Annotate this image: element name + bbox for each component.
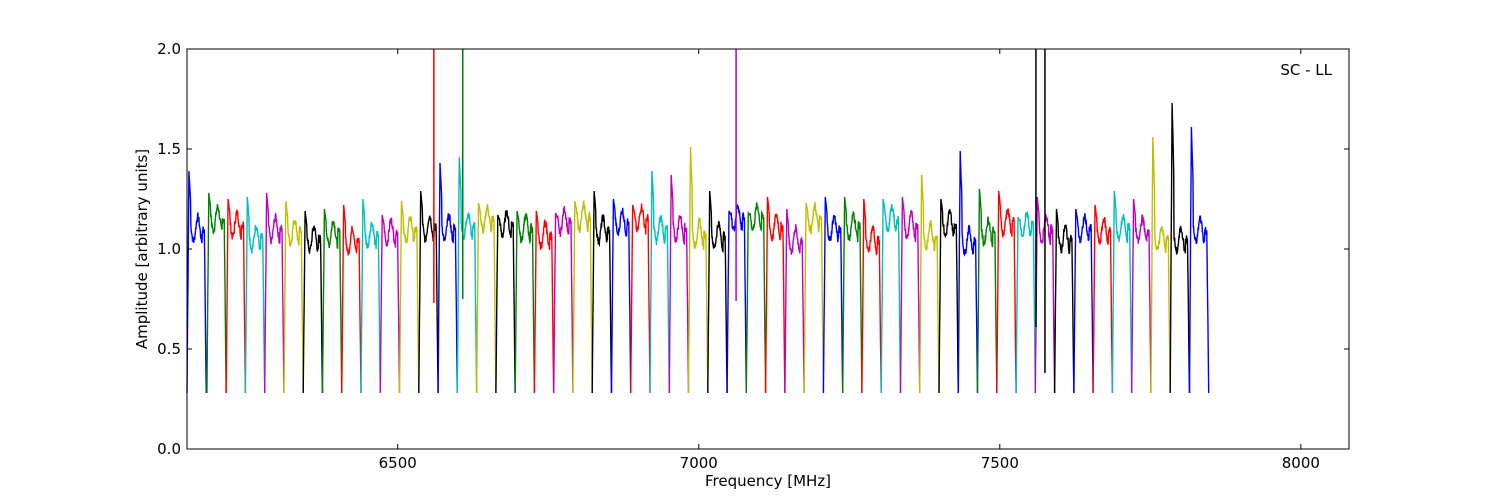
channel-line-10: [360, 198, 381, 394]
channel-line-34: [822, 196, 844, 394]
channel-line-49: [1111, 190, 1133, 394]
channel-line-51: [1150, 136, 1171, 394]
y-tick-label: 1.5: [157, 140, 181, 158]
channel-line-14: [437, 162, 458, 394]
channel-line-4: [244, 196, 266, 394]
channel-line-7: [302, 210, 324, 394]
x-axis-label: Frequency [MHz]: [705, 472, 831, 490]
channel-line-6: [283, 200, 304, 394]
channel-line-11: [379, 214, 401, 394]
channel-line-26: [668, 174, 690, 394]
channel-line-37: [880, 198, 902, 394]
channel-line-2: [206, 192, 227, 394]
channel-line-53: [1188, 126, 1210, 394]
channel-line-28: [707, 190, 728, 394]
y-tick-label: 1.0: [157, 240, 181, 258]
channel-line-19: [533, 210, 555, 394]
channel-line-13: [418, 190, 439, 394]
channel-line-15: [456, 156, 478, 394]
channel-line-35: [842, 196, 863, 394]
y-tick-label: 2.0: [157, 40, 181, 58]
channel-line-52: [1169, 102, 1191, 394]
y-tick-label: 0.0: [157, 440, 181, 458]
channel-series-layer: [186, 102, 1210, 394]
channel-line-20: [553, 206, 574, 394]
channel-line-24: [630, 203, 651, 394]
channel-line-42: [976, 188, 998, 394]
channel-line-38: [899, 196, 921, 394]
channel-line-27: [687, 146, 709, 394]
x-axis-ticks: 6500 7000 7500 8000: [379, 49, 1320, 472]
channel-line-46: [1053, 208, 1075, 394]
channel-line-23: [610, 198, 632, 394]
y-tick-label: 0.5: [157, 340, 181, 358]
channel-line-40: [938, 198, 959, 394]
channel-line-17: [495, 210, 516, 394]
channel-line-32: [784, 208, 805, 394]
channel-line-12: [398, 200, 420, 394]
channel-line-31: [764, 196, 786, 394]
channel-line-39: [919, 174, 940, 394]
channel-line-1: [186, 170, 207, 394]
panel-annotation: SC - LL: [1280, 61, 1332, 79]
channel-line-9: [341, 204, 362, 394]
channel-line-41: [957, 150, 979, 394]
channel-line-43: [996, 190, 1017, 394]
y-axis-label: Amplitude [arbitrary units]: [133, 149, 151, 349]
channel-line-18: [514, 210, 536, 394]
channel-line-21: [572, 199, 593, 394]
channel-line-33: [803, 201, 825, 394]
rfi-spike-layer: [433, 49, 1046, 373]
channel-line-5: [264, 192, 285, 394]
channel-line-22: [591, 190, 613, 394]
channel-line-36: [861, 198, 882, 394]
channel-line-48: [1092, 204, 1114, 394]
channel-line-50: [1131, 198, 1152, 394]
x-tick-label: 8000: [1282, 454, 1320, 472]
channel-line-3: [225, 198, 247, 394]
channel-line-30: [745, 202, 767, 394]
channel-line-8: [321, 208, 343, 394]
channel-line-47: [1073, 208, 1094, 394]
x-tick-label: 7000: [680, 454, 718, 472]
channel-line-44: [1015, 210, 1036, 394]
channel-line-25: [649, 170, 670, 394]
x-tick-label: 7500: [981, 454, 1019, 472]
y-axis-ticks: 0.0 0.5 1.0 1.5 2.0: [157, 40, 1349, 458]
channel-line-16: [475, 202, 497, 394]
x-tick-label: 6500: [379, 454, 417, 472]
